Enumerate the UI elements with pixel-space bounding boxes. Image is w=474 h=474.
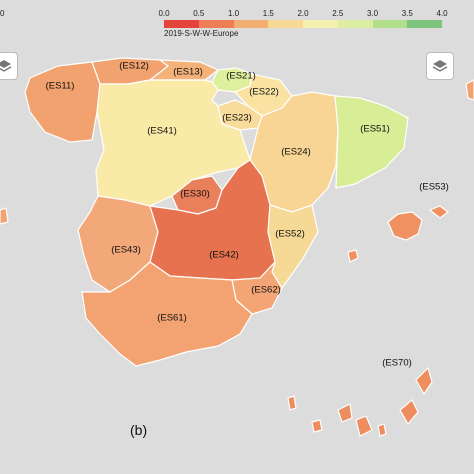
- region-es53[interactable]: [428, 205, 449, 219]
- layers-icon: [0, 60, 12, 72]
- region-label-es12: (ES12): [119, 60, 149, 72]
- region-label-es53: (ES53): [419, 181, 449, 193]
- layers-button-left[interactable]: [0, 52, 18, 80]
- region-es52[interactable]: [267, 204, 319, 290]
- layers-button-right[interactable]: [426, 52, 454, 80]
- legend-tick: 1.5: [262, 9, 274, 18]
- legend-tick: 3.5: [401, 9, 413, 18]
- legend-tick: 4.0: [436, 9, 448, 18]
- region-label-es61: (ES61): [157, 312, 187, 324]
- legend-swatch: [268, 20, 303, 28]
- region-es61[interactable]: [81, 261, 253, 367]
- region-es70[interactable]: [287, 395, 297, 411]
- region-es70[interactable]: [399, 399, 419, 426]
- color-legend: 0.0 0.5 1.0 1.5 2.0 2.5 3.0 3.5 4.0 2019…: [158, 9, 447, 38]
- layers-icon: [432, 60, 448, 72]
- legend-tick: 0.5: [193, 9, 205, 18]
- region-label-es70: (ES70): [382, 357, 412, 369]
- region-label-es22: (ES22): [249, 86, 279, 98]
- region-es70[interactable]: [311, 419, 323, 433]
- region-es53[interactable]: [387, 211, 423, 241]
- legend-tick: 1.0: [227, 9, 240, 18]
- region-label-es23: (ES23): [222, 112, 252, 124]
- legend-tick: 2.0: [297, 9, 309, 18]
- region-label-es11: (ES11): [45, 80, 75, 92]
- region-es70[interactable]: [355, 415, 373, 437]
- region-es51[interactable]: [334, 95, 409, 189]
- region-label-es43: (ES43): [111, 244, 141, 256]
- panel-label: (b): [130, 422, 148, 438]
- legend-swatch: [198, 20, 234, 28]
- region-label-es24: (ES24): [281, 146, 311, 158]
- region-label-es42: (ES42): [209, 249, 239, 261]
- region-label-es62: (ES62): [251, 284, 281, 296]
- legend-tick: 2.5: [332, 9, 344, 18]
- legend-ticks: 0.0 0.5 1.0 1.5 2.0 2.5 3.0 3.5 4.0: [158, 9, 447, 19]
- legend-tick: 0.0: [158, 9, 170, 18]
- legend-color-bar: [164, 20, 442, 28]
- legend-swatch: [372, 20, 408, 28]
- region-label-es41: (ES41): [147, 125, 177, 137]
- region-label-es30: (ES30): [180, 188, 210, 200]
- legend-swatch: [233, 20, 269, 28]
- region-label-es13: (ES13): [173, 66, 203, 78]
- legend-swatch: [164, 20, 199, 28]
- region-es70[interactable]: [415, 366, 433, 396]
- legend-swatch: [337, 20, 373, 28]
- edge-landmass: [0, 207, 9, 225]
- legend-swatch: [407, 20, 442, 28]
- region-label-es52: (ES52): [275, 228, 305, 240]
- region-es53[interactable]: [347, 249, 359, 263]
- region-es11[interactable]: [24, 61, 101, 143]
- region-label-es51: (ES51): [360, 123, 390, 135]
- legend-title: 2019-S-W-W-Europe: [164, 29, 239, 38]
- region-es70[interactable]: [377, 423, 387, 437]
- region-label-es21: (ES21): [226, 70, 256, 82]
- region-es70[interactable]: [337, 403, 353, 423]
- legend-tick: 3.0: [366, 9, 379, 18]
- edge-landmass: [465, 79, 474, 101]
- legend-swatch: [303, 20, 338, 28]
- legend-edge-text: 0: [0, 9, 5, 18]
